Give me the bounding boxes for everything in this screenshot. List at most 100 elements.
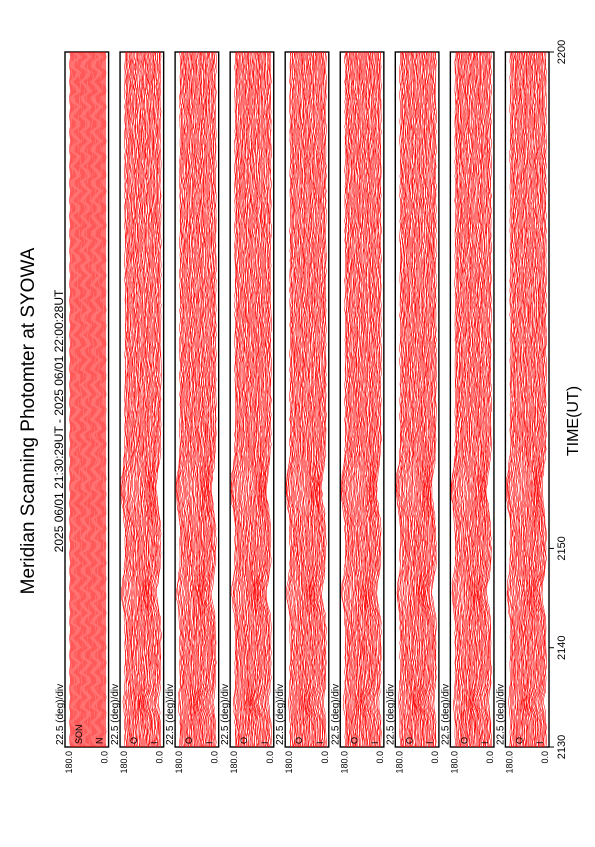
trace-line	[485, 51, 492, 748]
panel-frame	[284, 51, 330, 748]
y-tick-label: 180.0	[284, 751, 294, 774]
x-tick-label: 2200	[556, 40, 568, 64]
trace-line	[261, 51, 269, 748]
trace-line	[189, 51, 193, 748]
trace-line	[413, 51, 417, 748]
trace-line	[148, 51, 155, 748]
trace-line	[524, 51, 529, 748]
trace-line	[151, 51, 158, 748]
trace-line	[185, 51, 191, 748]
panel-ch3: 0.0 180.0O I 22.5 (deg)/div	[220, 51, 275, 774]
x-axis-label: TIME(UT)	[565, 386, 582, 456]
trace-line	[428, 51, 435, 747]
trace-line	[146, 51, 153, 748]
trace-line	[255, 51, 261, 748]
trace-line	[193, 51, 196, 748]
trace-line	[536, 51, 543, 748]
trace-line	[341, 51, 349, 748]
trace-line	[83, 51, 85, 748]
trace-line	[154, 52, 161, 748]
trace-line	[150, 51, 157, 748]
trace-line	[302, 51, 306, 748]
trace-line	[524, 51, 528, 747]
trace-line	[409, 51, 414, 748]
trace-line	[87, 51, 89, 748]
trace-line	[308, 51, 314, 748]
trace-line	[90, 51, 92, 748]
trace-line	[476, 51, 483, 748]
trace-line	[91, 51, 93, 748]
panel-side-label: I	[370, 741, 380, 744]
trace-line	[253, 51, 259, 748]
trace-line	[240, 51, 246, 748]
trace-line	[203, 51, 210, 748]
trace-line	[80, 51, 82, 748]
trace-line	[248, 51, 252, 748]
x-tick-label: 2130	[556, 735, 568, 759]
trace-line	[83, 51, 86, 748]
panel-side-label: N	[95, 738, 105, 745]
panel-side-label: O	[184, 737, 194, 744]
trace-line	[526, 52, 531, 748]
trace-line	[454, 51, 460, 747]
trace-line	[194, 51, 200, 748]
trace-line	[152, 51, 159, 748]
trace-line	[522, 51, 526, 748]
panel-side-label: O	[129, 737, 139, 744]
trace-line	[530, 51, 536, 748]
trace-line	[75, 51, 78, 748]
trace-line	[359, 51, 362, 748]
trace-line	[179, 51, 186, 748]
trace-line	[191, 51, 194, 748]
trace-line	[508, 51, 515, 748]
trace-line	[95, 51, 98, 748]
trace-line	[286, 51, 293, 748]
trace-line	[205, 51, 212, 748]
trace-line	[232, 51, 239, 748]
trace-line	[265, 51, 271, 748]
trace-line	[315, 51, 322, 748]
y-tick-label: 0.0	[320, 751, 330, 764]
scale-label: 22.5 (deg)/div	[165, 684, 176, 745]
trace-line	[457, 51, 463, 748]
trace-line	[299, 51, 304, 748]
trace-line	[360, 51, 365, 748]
y-tick-label: 0.0	[100, 751, 110, 764]
trace-line	[313, 51, 320, 748]
trace-line	[507, 51, 514, 747]
trace-line	[519, 51, 524, 748]
trace-line	[473, 51, 480, 748]
panel-ch7: 0.0 180.0O I 22.5 (deg)/div	[440, 51, 495, 774]
trace-line	[286, 51, 293, 748]
trace-line	[476, 51, 482, 748]
trace-line	[73, 51, 76, 748]
trace-line	[349, 51, 354, 748]
trace-line	[97, 51, 99, 748]
trace-line	[402, 51, 408, 748]
trace-line	[304, 51, 310, 748]
panel-side-label: SON	[74, 724, 84, 744]
trace-line	[420, 51, 427, 748]
trace-line	[362, 51, 368, 748]
trace-line	[532, 51, 539, 748]
x-tick-label: 2140	[556, 635, 568, 659]
trace-line	[470, 51, 475, 748]
y-tick-label: 0.0	[430, 751, 440, 764]
trace-line	[176, 51, 182, 748]
trace-line	[361, 51, 367, 748]
trace-line	[134, 51, 138, 748]
trace-line	[69, 51, 71, 748]
trace-line	[364, 51, 370, 748]
panel-side-label: I	[150, 741, 160, 744]
trace-line	[398, 51, 405, 747]
trace-line	[471, 51, 476, 747]
trace-line	[352, 51, 357, 748]
trace-line	[309, 51, 316, 748]
trace-line	[297, 51, 302, 748]
trace-line	[236, 51, 242, 748]
trace-line	[400, 51, 406, 747]
trace-line	[74, 51, 77, 748]
trace-line	[418, 51, 425, 748]
scale-label: 22.5 (deg)/div	[275, 684, 286, 745]
